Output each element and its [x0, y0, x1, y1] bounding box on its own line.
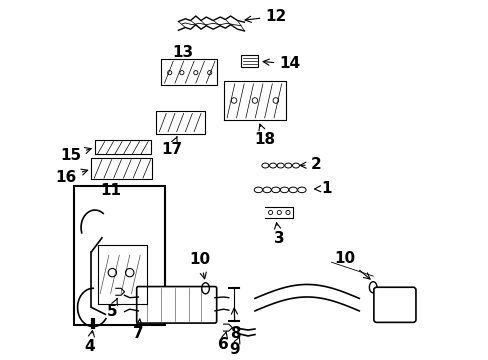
Text: 16: 16	[56, 169, 87, 185]
Text: 8: 8	[229, 308, 240, 341]
Text: 4: 4	[84, 330, 95, 354]
Text: 14: 14	[263, 57, 300, 72]
Text: 3: 3	[273, 223, 284, 246]
Bar	[74, 186, 164, 325]
Text: 18: 18	[254, 124, 275, 147]
Text: 5: 5	[106, 298, 117, 319]
Text: 12: 12	[244, 9, 286, 24]
Text: 10: 10	[189, 252, 210, 279]
Text: 6: 6	[217, 332, 228, 352]
Text: 2: 2	[299, 157, 321, 172]
Text: 13: 13	[172, 45, 193, 60]
Text: 1: 1	[314, 181, 331, 196]
Text: 10: 10	[334, 251, 369, 279]
Text: 17: 17	[161, 137, 182, 157]
FancyBboxPatch shape	[373, 287, 415, 322]
FancyBboxPatch shape	[137, 287, 216, 323]
Text: 9: 9	[228, 337, 239, 357]
Text: 15: 15	[60, 148, 91, 163]
Text: 11: 11	[100, 184, 121, 198]
Text: 7: 7	[133, 319, 143, 341]
